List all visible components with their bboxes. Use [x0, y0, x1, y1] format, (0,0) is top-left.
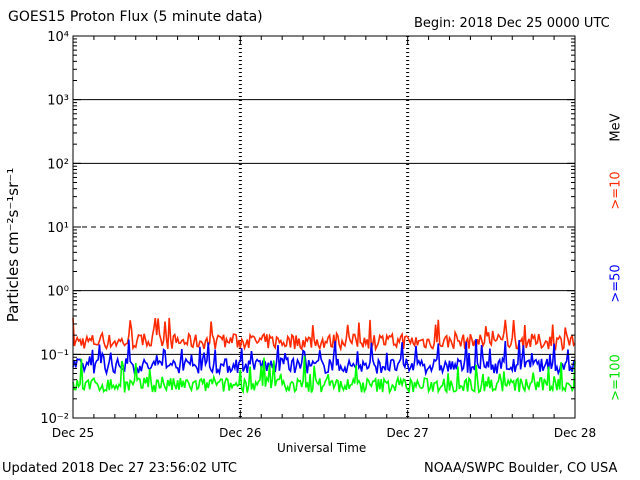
yaxis-label: Particles cm⁻²s⁻¹sr⁻¹ — [4, 167, 22, 323]
y-tick-label: 10¹ — [47, 221, 69, 236]
y-tick-label: 10³ — [47, 94, 69, 109]
x-tick-label: Dec 25 — [52, 426, 94, 440]
legend-series-50: >=50 — [608, 264, 624, 303]
y-tick-label: 10⁻² — [40, 412, 69, 427]
grid-layer — [73, 36, 575, 418]
credit-text: NOAA/SWPC Boulder, CO USA — [424, 461, 618, 476]
begin-time: Begin: 2018 Dec 25 0000 UTC — [414, 16, 610, 31]
x-tick-label: Dec 27 — [387, 426, 429, 440]
x-tick-label: Dec 28 — [554, 426, 596, 440]
xaxis-label: Universal Time — [277, 441, 367, 455]
x-tick-label: Dec 26 — [219, 426, 261, 440]
axis-layer: 10⁻² 10⁻¹ 10⁰ 10¹ 10² 10³ 10⁴ Dec 25 Dec 26 Dec 2… — [40, 30, 596, 440]
chart-title: GOES15 Proton Flux (5 minute data) — [8, 9, 263, 25]
y-tick-label: 10⁴ — [47, 30, 69, 45]
y-tick-label: 10⁻¹ — [40, 348, 69, 363]
series-layer — [72, 317, 576, 395]
updated-timestamp: Updated 2018 Dec 27 23:56:02 UTC — [2, 461, 237, 476]
series-line-1 — [72, 338, 576, 377]
y-tick-label: 10² — [47, 157, 69, 172]
y-tick-label: 10⁰ — [47, 285, 69, 300]
legend-series-10: >=10 — [608, 171, 624, 210]
series-line-0 — [72, 317, 576, 353]
legend-series-100: >=100 — [608, 354, 624, 401]
legend-unit: MeV — [608, 113, 624, 142]
series-line-2 — [72, 356, 576, 395]
